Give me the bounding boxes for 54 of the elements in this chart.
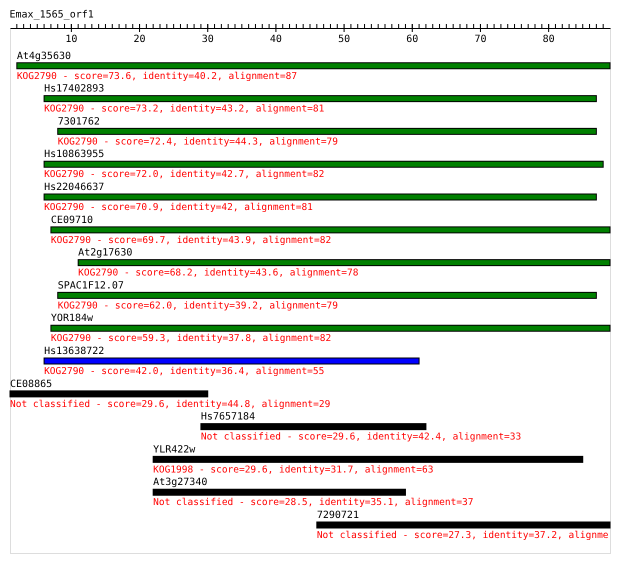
x-tick-label: 70 <box>474 34 486 45</box>
bar <box>44 194 597 201</box>
annotation: KOG2790 - score=62.0, identity=39.2, alignment=79 <box>58 300 338 312</box>
annotation: KOG2790 - score=59.3, identity=37.8, alignment=82 <box>50 333 332 344</box>
y-tick-label: YLR422w <box>153 444 196 456</box>
annotation: KOG1998 - score=29.6, identity=31.7, alignment=63 <box>153 464 434 476</box>
bar <box>57 292 597 299</box>
y-tick-label: Hs17402893 <box>44 84 104 95</box>
bar <box>44 358 420 365</box>
annotation: Not classified - score=28.5, identity=35.1, alignment=37 <box>153 497 474 508</box>
y-tick-label: CE09710 <box>50 214 94 226</box>
y-tick-label: At4g35630 <box>16 50 72 62</box>
annotation: KOG2790 - score=42.0, identity=36.4, alignment=55 <box>44 366 324 378</box>
y-tick-label: CE08865 <box>10 378 52 390</box>
y-tick-label: At3g27340 <box>153 477 208 488</box>
annotation: KOG2790 - score=70.9, identity=42, alignment=81 <box>44 202 314 214</box>
annotation: KOG2790 - score=73.6, identity=40.2, alignment=87 <box>16 70 298 82</box>
bar <box>316 522 610 529</box>
bar <box>200 423 426 430</box>
annotation: Not classified - score=29.6, identity=44.8, alignment=29 <box>10 398 331 410</box>
y-tick-label: Hs7657184 <box>200 412 256 423</box>
annotation: Not classified - score=29.6, identity=42.4, alignment=33 <box>200 432 522 443</box>
y-tick-label: Hs10863955 <box>44 149 104 160</box>
x-tick-label: 80 <box>542 34 555 45</box>
bar <box>50 226 610 234</box>
x-tick-label: 60 <box>406 34 418 45</box>
annotation: KOG2790 - score=69.7, identity=43.9, alignment=82 <box>50 234 332 246</box>
y-tick-label: YOR184w <box>50 313 94 324</box>
y-tick-label: 7301762 <box>58 116 100 128</box>
bar <box>10 390 208 398</box>
bar <box>44 160 604 168</box>
bar <box>78 259 610 266</box>
y-tick-label: SPAC1F12.07 <box>58 280 124 292</box>
bar <box>152 488 406 496</box>
x-tick-label: 40 <box>270 34 282 45</box>
x-tick-label: 50 <box>338 34 350 45</box>
y-tick-label: Hs22046637 <box>44 182 104 194</box>
annotation: KOG2790 - score=72.0, identity=42.7, alignment=82 <box>44 169 324 180</box>
annotation: KOG2790 - score=72.4, identity=44.3, alignment=79 <box>58 136 338 148</box>
bar <box>44 95 597 102</box>
annotation: KOG2790 - score=73.2, identity=43.2, alignment=81 <box>44 104 325 115</box>
x-tick-label: 20 <box>134 34 146 45</box>
x-tick-label: 30 <box>202 34 214 45</box>
y-tick-label: At2g17630 <box>78 248 132 259</box>
bar <box>152 456 584 463</box>
annotation: KOG2790 - score=68.2, identity=43.6, alignment=78 <box>78 268 359 279</box>
y-tick-label: 7290721 <box>316 510 359 522</box>
x-tick-label: 10 <box>65 34 78 45</box>
chart-title: Emax_1565_orf1 <box>10 10 94 20</box>
bar <box>50 324 610 332</box>
annotation: Not classified - score=27.3, identity=37.2, alignme <box>316 530 609 542</box>
bar <box>16 62 610 70</box>
bar <box>57 128 597 135</box>
y-tick-label: Hs13638722 <box>44 346 104 358</box>
